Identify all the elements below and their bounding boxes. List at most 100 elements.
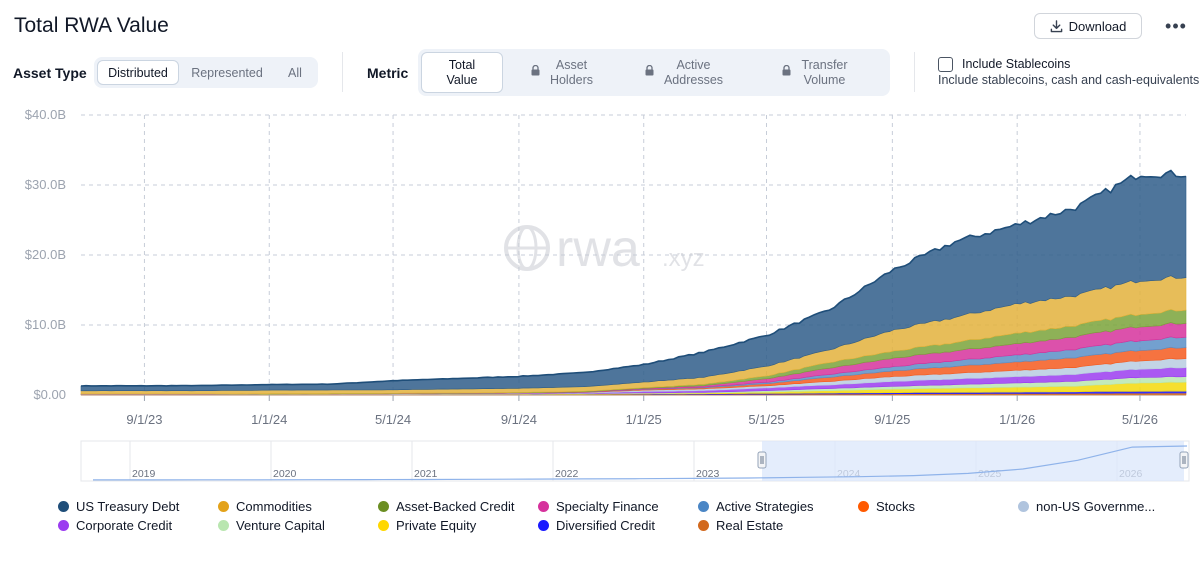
navigator-line: [93, 445, 1188, 481]
legend-item-non-us-governme-[interactable]: non-US Governme...: [1018, 499, 1155, 514]
legend-label: Diversified Credit: [556, 518, 655, 533]
globe-icon: [504, 225, 550, 271]
metric-label: Metric: [367, 65, 409, 81]
legend-item-corporate-credit[interactable]: Corporate Credit: [58, 518, 172, 533]
divider: [342, 52, 343, 92]
legend-label: Venture Capital: [236, 518, 325, 533]
legend-item-stocks[interactable]: Stocks: [858, 499, 915, 514]
include-stablecoins-label[interactable]: Include Stablecoins: [962, 57, 1071, 71]
legend-item-active-strategies[interactable]: Active Strategies: [698, 499, 814, 514]
x-tick-label: 9/1/25: [874, 412, 910, 427]
x-tick-label: 5/1/25: [748, 412, 784, 427]
legend-swatch: [58, 501, 69, 512]
y-tick-label: $0.00: [33, 387, 66, 402]
include-stablecoins-checkbox[interactable]: [938, 57, 953, 72]
legend-swatch: [858, 501, 869, 512]
x-tick-label: 9/1/23: [126, 412, 162, 427]
x-tick-label: 5/1/24: [375, 412, 411, 427]
legend-item-private-equity[interactable]: Private Equity: [378, 518, 476, 533]
legend-item-venture-capital[interactable]: Venture Capital: [218, 518, 325, 533]
x-axis: 9/1/23 1/1/24 5/1/24 9/1/24 1/1/25 5/1/25 9/1/…: [126, 395, 1158, 427]
y-tick-label: $40.0B: [25, 107, 66, 122]
navigator-handle-right[interactable]: [1179, 451, 1189, 469]
legend-label: Corporate Credit: [76, 518, 173, 533]
legend-swatch: [218, 501, 229, 512]
watermark-main: rwa: [556, 220, 640, 278]
y-axis: $0.00 $10.0B $20.0B $30.0B $40.0B: [25, 107, 66, 402]
asset-type-label: Asset Type: [13, 65, 87, 81]
legend-item-asset-backed-credit[interactable]: Asset-Backed Credit: [378, 499, 515, 514]
metric-asset-holders[interactable]: Asset Holders: [503, 52, 621, 93]
more-options-button[interactable]: •••: [1165, 15, 1187, 36]
legend-label: Real Estate: [716, 518, 784, 533]
legend-label: Commodities: [236, 499, 312, 514]
legend-swatch: [538, 501, 549, 512]
legend-label: Asset-Backed Credit: [396, 499, 515, 514]
total-outline: [80, 169, 1187, 387]
rwa-area-chart[interactable]: $0.00 $10.0B $20.0B $30.0B $40.0B 9/1/23 1/1/…: [0, 100, 1200, 436]
metric-active-addresses[interactable]: Active Addresses: [621, 52, 747, 93]
legend-item-commodities[interactable]: Commodities: [218, 499, 312, 514]
legend-swatch: [218, 520, 229, 531]
asset-type-represented[interactable]: Represented: [191, 65, 263, 80]
legend-label: Private Equity: [396, 518, 477, 533]
legend-swatch: [698, 501, 709, 512]
divider: [914, 52, 915, 92]
asset-type-all[interactable]: All: [288, 65, 302, 80]
navigator-year-label: 2019: [132, 468, 156, 480]
legend-item-specialty-finance[interactable]: Specialty Finance: [538, 499, 659, 514]
download-label: Download: [1068, 18, 1127, 34]
page-title: Total RWA Value: [14, 14, 169, 37]
legend-swatch: [378, 501, 389, 512]
metric-active-addresses-line2: Addresses: [663, 72, 724, 87]
metric-total-value-line1: Total: [448, 57, 476, 72]
y-tick-label: $20.0B: [25, 247, 66, 262]
metric-transfer-volume-line2: Volume: [803, 72, 846, 87]
watermark-suffix: .xyz: [662, 245, 705, 272]
lock-icon: [531, 64, 540, 80]
legend-item-diversified-credit[interactable]: Diversified Credit: [538, 518, 655, 533]
legend-label: Active Strategies: [716, 499, 814, 514]
navigator-year-label: 2022: [555, 468, 579, 480]
y-tick-label: $30.0B: [25, 177, 66, 192]
navigator-year-label: 2021: [414, 468, 438, 480]
include-stablecoins-description: Include stablecoins, cash and cash-equiv…: [938, 73, 1200, 87]
x-tick-label: 5/1/26: [1122, 412, 1158, 427]
metric-active-addresses-line1: Active: [676, 57, 711, 72]
asset-type-distributed[interactable]: Distributed: [97, 60, 179, 85]
legend-swatch: [378, 520, 389, 531]
legend-label: Stocks: [876, 499, 916, 514]
time-range-navigator[interactable]: 20192020202120222023202420252026: [0, 436, 1200, 486]
legend-swatch: [1018, 501, 1029, 512]
chart-areas: [80, 169, 1187, 396]
legend-swatch: [538, 520, 549, 531]
legend-item-real-estate[interactable]: Real Estate: [698, 518, 783, 533]
metric-asset-holders-line2: Holders: [549, 72, 594, 87]
x-tick-label: 1/1/25: [626, 412, 662, 427]
metric-asset-holders-line1: Asset: [555, 57, 588, 72]
y-tick-label: $10.0B: [25, 317, 66, 332]
navigator-selection[interactable]: [762, 441, 1184, 481]
lock-icon: [645, 64, 654, 80]
metric-total-value-line2: Value: [446, 72, 478, 87]
navigator-year-label: 2020: [273, 468, 297, 480]
x-tick-label: 9/1/24: [501, 412, 537, 427]
legend-label: non-US Governme...: [1036, 499, 1156, 514]
legend-swatch: [58, 520, 69, 531]
metric-transfer-volume[interactable]: Transfer Volume: [747, 52, 883, 93]
navigator-year-label: 2023: [696, 468, 720, 480]
metric-total-value[interactable]: Total Value: [421, 52, 503, 93]
download-icon: [1050, 19, 1062, 32]
metric-segmented: Total Value Asset Holders Active Addresses…: [418, 49, 890, 96]
legend-swatch: [698, 520, 709, 531]
watermark: rwa .xyz: [504, 220, 705, 278]
legend-label: US Treasury Debt: [76, 499, 180, 514]
metric-transfer-volume-line1: Transfer: [801, 57, 848, 72]
x-tick-label: 1/1/26: [999, 412, 1035, 427]
x-tick-label: 1/1/24: [251, 412, 287, 427]
download-button[interactable]: Download: [1034, 13, 1142, 39]
legend-label: Specialty Finance: [556, 499, 659, 514]
asset-type-segmented: Distributed Represented All: [94, 57, 318, 88]
legend-item-us-treasury-debt[interactable]: US Treasury Debt: [58, 499, 179, 514]
navigator-handle-left[interactable]: [757, 451, 767, 469]
